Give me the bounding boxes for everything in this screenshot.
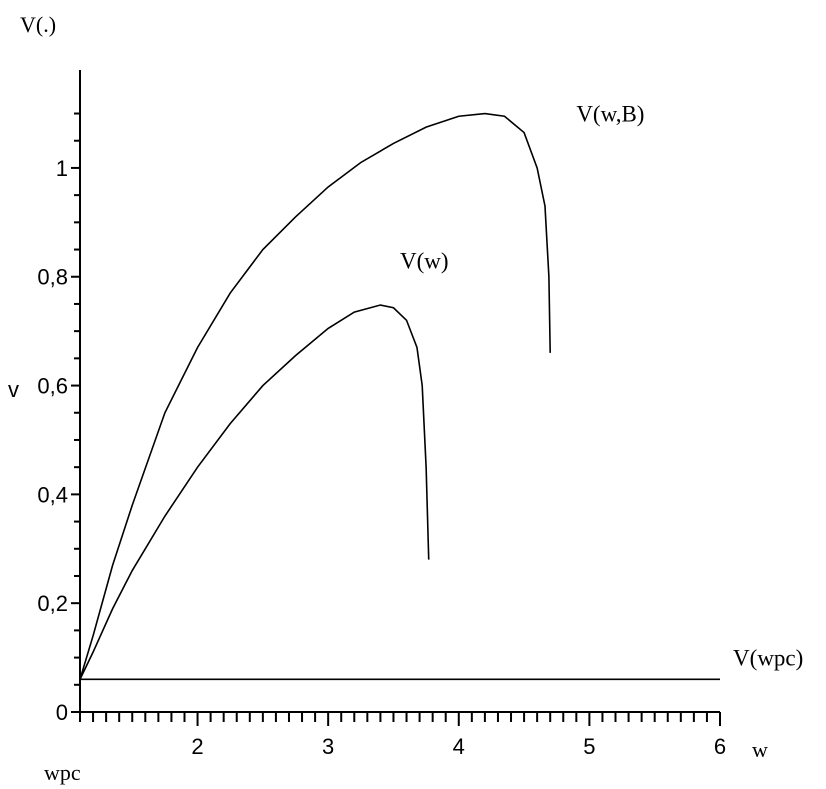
x-axis-label: w [752, 737, 768, 762]
x-tick-label: 6 [714, 734, 726, 759]
series-line-1 [79, 304, 430, 680]
axes [79, 70, 720, 713]
series-label-1: V(w) [400, 248, 449, 273]
ticks [71, 112, 721, 726]
x-origin-label: wpc [44, 760, 81, 785]
y-axis-label: v [8, 377, 19, 402]
series-layer [79, 112, 720, 681]
y-tick-label: 0,4 [37, 482, 68, 507]
y-tick-label: 0,2 [37, 591, 68, 616]
series-label-0: V(w,B) [576, 102, 644, 127]
y-tick-label: 1 [56, 156, 68, 181]
series-line-0 [79, 112, 551, 680]
y-tick-label: 0,6 [37, 374, 68, 399]
y-tick-label: 0,8 [37, 265, 68, 290]
x-tick-label: 5 [583, 734, 595, 759]
chart-title: V(.) [20, 12, 56, 37]
labels-layer: 0 0,2 0,4 0,6 0,8 1 2 3 4 5 6 V(.) v w wpc V(w,B) V(w) V(… [8, 12, 803, 785]
series-label-2: V(wpc) [733, 646, 803, 671]
x-tick-label: 2 [191, 734, 203, 759]
x-tick-label: 3 [322, 734, 334, 759]
x-tick-label: 4 [453, 734, 465, 759]
y-tick-label: 0 [56, 700, 68, 725]
